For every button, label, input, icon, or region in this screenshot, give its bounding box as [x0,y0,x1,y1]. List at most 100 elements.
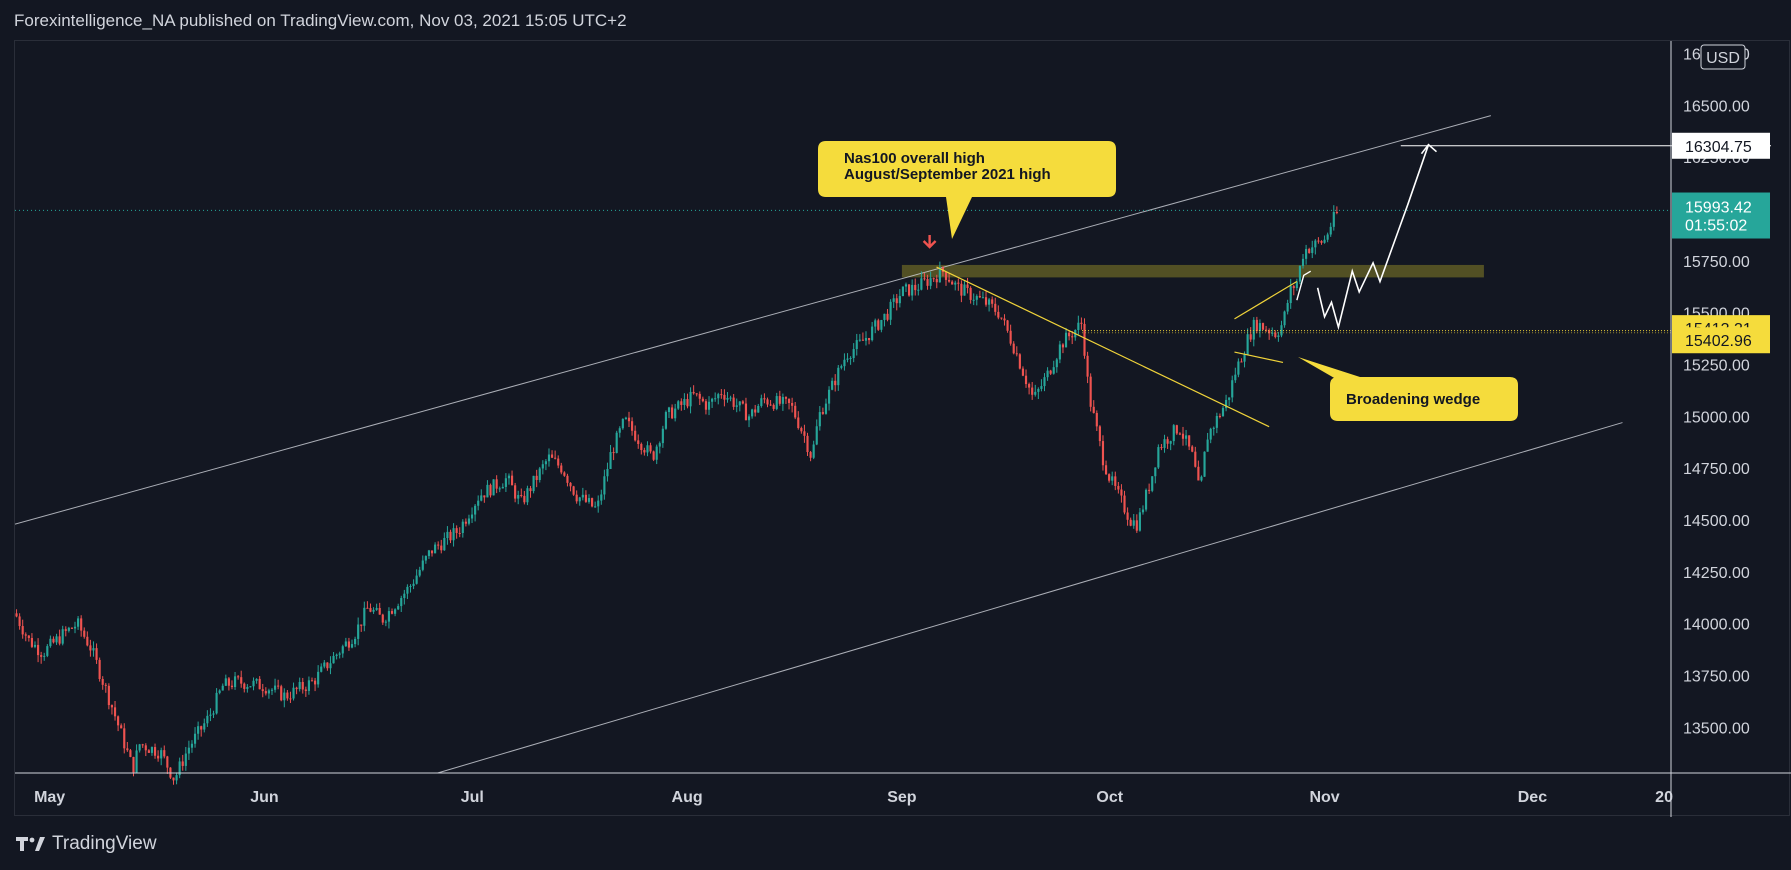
candle [403,589,406,605]
footer-brand[interactable]: TradingView [16,833,157,855]
candle [883,313,886,327]
candle-body [200,726,203,730]
candle [726,392,729,403]
candle-body [600,494,603,501]
candle-body [944,272,948,280]
candle [738,401,741,412]
candle [437,541,440,550]
candle [1055,357,1058,373]
candle [80,615,83,637]
candle [24,632,27,642]
candle-body [969,287,972,300]
candle-body [354,638,357,645]
candle [1301,253,1305,269]
candle [769,400,772,406]
candle [49,635,52,648]
candle [1018,353,1021,370]
candle [1040,379,1043,392]
candle-body [923,278,926,280]
candle [944,271,948,286]
candle [683,393,686,410]
candle-body [1314,240,1317,248]
candle [1286,299,1289,315]
candle-body [686,398,689,407]
candle-body [1160,447,1163,449]
candle-body [729,397,732,399]
candle [163,745,166,759]
candle-body [1086,355,1089,377]
candle [1037,387,1040,400]
candle [449,529,452,544]
candle-body [751,409,754,417]
candle [486,480,489,498]
candle [557,455,560,469]
candle [1101,435,1105,471]
candle-body [640,443,643,451]
candle-body [827,389,831,404]
candle-body [517,494,520,499]
candle [381,613,384,625]
candle-body [246,686,249,689]
candle [406,584,409,600]
candle [821,407,824,415]
candle [107,683,110,710]
candle-body [637,440,640,444]
candle [858,334,861,342]
candle-body [95,648,98,660]
candle-body [1101,441,1105,466]
candle-body [837,367,840,386]
candle-body [1277,335,1280,338]
candle-body [264,691,267,694]
candle-body [1154,467,1157,477]
candle-body [378,608,381,615]
candle-body [1138,512,1141,531]
candle [498,486,501,493]
candle-body [1326,234,1329,240]
candle [1012,341,1015,355]
candle-body [1298,265,1302,282]
candle [409,584,412,593]
candle-body [470,514,474,519]
candle [144,743,147,757]
candle-body [1311,247,1314,253]
candle [634,425,637,442]
candle [751,408,754,419]
candle-body [381,614,384,623]
candle-body [1151,476,1154,491]
candle [926,274,929,290]
candle [1071,331,1074,345]
candle-body [138,744,141,751]
candle-body [563,472,566,476]
candle [791,397,794,413]
candle-body [107,685,110,706]
candle [1141,505,1145,515]
candle-body [1021,368,1025,376]
candle [270,688,274,695]
candle [83,627,86,639]
candle-body [1268,330,1271,334]
candle-body [357,624,360,639]
candle-body [1252,319,1255,340]
candle-body [698,393,701,399]
candle [674,403,677,422]
candle [1104,460,1108,475]
candle-body [661,428,664,444]
candle [421,555,424,572]
candle [1311,240,1314,259]
candle-body [791,402,794,406]
candle-body [550,454,554,458]
candle [957,278,960,291]
candle [286,690,289,701]
candle-body [984,297,988,305]
chart-frame[interactable]: Nas100 overall high August/September 2021… [14,40,1791,817]
candle [70,627,74,629]
candle [310,677,314,682]
candle-body [110,705,114,708]
candle [532,475,535,494]
candle [1169,440,1172,451]
candle [384,619,387,627]
candle-body [323,662,326,667]
candle [280,684,283,702]
candle-body [172,777,175,781]
